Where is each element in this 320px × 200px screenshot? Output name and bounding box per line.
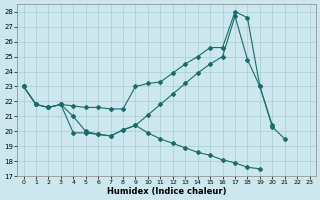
X-axis label: Humidex (Indice chaleur): Humidex (Indice chaleur) [107,187,226,196]
